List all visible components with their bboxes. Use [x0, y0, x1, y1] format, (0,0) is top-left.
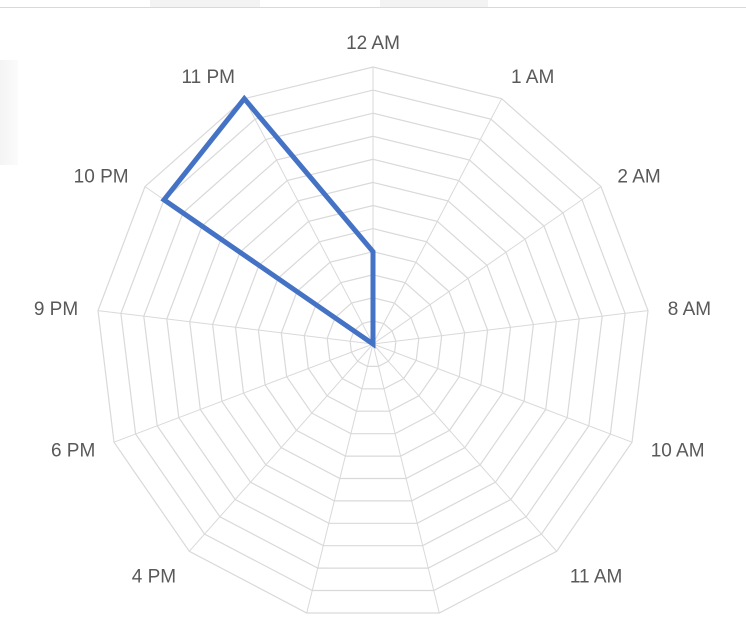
top-divider [0, 7, 746, 8]
category-label: 6 PM [51, 440, 95, 461]
grid-spoke-2 [372, 186, 602, 345]
grid-spoke-9 [113, 343, 374, 443]
grid-spoke-12 [243, 98, 374, 345]
series-line-0 [160, 94, 376, 349]
category-label: 10 PM [74, 166, 129, 187]
category-label: 11 PM [181, 67, 235, 88]
category-label: 11 AM [570, 566, 622, 587]
grid-ring-4 [280, 251, 466, 435]
grid-ring-11 [120, 89, 626, 592]
category-label: 2 AM [617, 166, 660, 187]
grid-spoke-6 [372, 343, 440, 614]
series-layer [160, 94, 376, 349]
grid-spoke-8 [188, 343, 374, 552]
grid-spoke-10 [97, 310, 374, 345]
category-label: 4 PM [132, 566, 176, 587]
category-label: 10 AM [651, 440, 705, 461]
grid-ring-5 [257, 227, 489, 457]
grid-ring-6 [234, 204, 512, 480]
category-label: 12 AM [346, 33, 400, 54]
category-label: 1 AM [511, 67, 554, 88]
grid-spoke-1 [372, 98, 503, 345]
grid-ring-3 [303, 274, 443, 412]
grid-ring-9 [166, 135, 580, 547]
top-shade-left [150, 0, 260, 7]
grid-spoke-5 [372, 343, 558, 552]
grid-ring-10 [143, 112, 603, 569]
grid-ring-8 [189, 158, 557, 524]
radar-grid [97, 66, 649, 614]
grid-ring-12 [97, 66, 649, 614]
grid-ring-2 [326, 297, 420, 390]
grid-spoke-7 [306, 343, 374, 614]
category-label: 9 PM [34, 299, 78, 320]
category-label: 8 AM [668, 299, 711, 320]
grid-spoke-3 [372, 310, 649, 345]
grid-ring-7 [211, 181, 535, 502]
grid-spoke-4 [372, 343, 633, 443]
top-shade-right [380, 0, 488, 7]
left-panel-edge [0, 60, 18, 165]
